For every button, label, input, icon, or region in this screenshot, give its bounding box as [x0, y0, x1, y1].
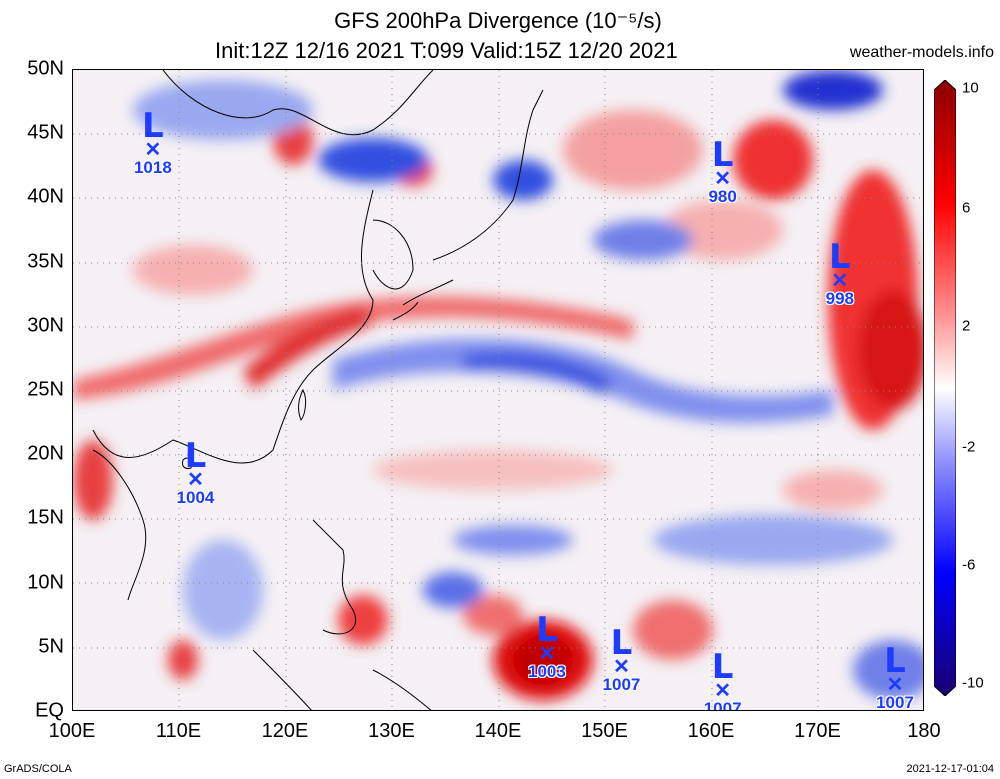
- x-axis-label: 140E: [474, 720, 522, 742]
- y-axis-label: 35N: [27, 250, 64, 273]
- x-axis-label: 120E: [261, 720, 309, 742]
- low-pressure-value: 980: [708, 186, 737, 206]
- y-axis-label: 50N: [27, 57, 64, 80]
- low-symbol: L: [610, 622, 633, 663]
- site-label: weather-models.info: [849, 44, 994, 61]
- chart-title: GFS 200hPa Divergence (10⁻⁵/s): [0, 8, 1000, 34]
- colorbar-label: -6: [962, 556, 976, 574]
- y-axis-label: 20N: [27, 442, 64, 465]
- title-line2: Init:12Z 12/16 2021 T:099 Valid:15Z 12/2…: [215, 38, 678, 63]
- y-axis-label: 15N: [27, 506, 64, 529]
- coastlines: [92, 70, 544, 710]
- y-axis-label: 40N: [27, 185, 64, 208]
- x-axis-label: 170E: [794, 720, 841, 742]
- x-axis-label: 100E: [48, 720, 96, 742]
- colorbar-label: 6: [962, 199, 971, 217]
- x-axis-label: 180: [907, 720, 941, 742]
- colorbar-label: -10: [962, 674, 984, 692]
- colorbar: [934, 80, 956, 696]
- colorbar-label: -2: [962, 438, 976, 456]
- y-axis-label: 45N: [27, 121, 64, 144]
- map-canvas: [73, 70, 923, 710]
- low-center-icon: ✕: [613, 655, 630, 678]
- low-center-icon: ✕: [714, 167, 732, 190]
- low-center-icon: ✕: [187, 469, 204, 492]
- timestamp: 2021-12-17-01:04: [906, 763, 994, 775]
- x-axis-label: 130E: [368, 720, 415, 742]
- low-pressure-value: 1004: [176, 488, 215, 508]
- low-pressure-marker: L ✕ 998: [810, 237, 870, 309]
- y-axis-label: EQ: [35, 699, 64, 722]
- grads-label: GrADS/COLA: [4, 763, 72, 775]
- low-pressure-marker: L ✕ 1018: [123, 106, 183, 178]
- low-symbol: L: [142, 106, 164, 147]
- low-pressure-value: 1007: [602, 674, 641, 694]
- title-line1: GFS 200hPa Divergence (10⁻⁵/s): [334, 8, 662, 33]
- low-symbol: L: [884, 640, 906, 681]
- low-center-icon: ✕: [144, 139, 162, 162]
- low-pressure-marker: L ✕ 1007: [693, 647, 753, 711]
- low-pressure-value: 1007: [703, 699, 742, 711]
- low-pressure-marker: L ✕ 1007: [591, 622, 651, 694]
- low-symbol: L: [711, 134, 734, 175]
- x-axis-label: 150E: [581, 720, 628, 742]
- x-axis-label: 160E: [687, 720, 735, 742]
- low-center-icon: ✕: [714, 680, 732, 703]
- y-axis-label: 30N: [27, 314, 64, 337]
- divergence-map: L ✕ 1018 L ✕ 980 L ✕ 998 L ✕ 1004 L ✕ 1003 L ✕ 1007 L ✕ 1007…: [72, 69, 924, 711]
- y-axis-label: 5N: [38, 635, 64, 658]
- colorbar-label: 2: [962, 317, 971, 335]
- low-pressure-value: 998: [825, 289, 854, 309]
- graticule: [73, 70, 923, 710]
- x-axis-label: 110E: [155, 720, 202, 742]
- low-pressure-marker: L ✕ 1004: [165, 436, 225, 508]
- low-pressure-value: 1007: [876, 692, 914, 711]
- low-pressure-value: 1003: [528, 661, 566, 681]
- low-center-icon: ✕: [538, 642, 556, 665]
- low-symbol: L: [711, 647, 734, 688]
- low-pressure-value: 1018: [133, 158, 172, 178]
- low-center-icon: ✕: [831, 270, 849, 293]
- low-pressure-marker: L ✕ 1007: [865, 640, 923, 711]
- low-symbol: L: [536, 609, 558, 650]
- low-center-icon: ✕: [886, 673, 904, 696]
- low-pressure-marker: L ✕ 1003: [517, 609, 577, 681]
- colorbar-label: 10: [962, 79, 979, 97]
- y-axis-label: 10N: [27, 571, 64, 594]
- low-symbol: L: [828, 237, 851, 278]
- divergence-field: [73, 70, 923, 700]
- low-symbol: L: [184, 436, 207, 477]
- y-axis-label: 25N: [27, 378, 64, 401]
- low-pressure-marker: L ✕ 980: [693, 134, 753, 206]
